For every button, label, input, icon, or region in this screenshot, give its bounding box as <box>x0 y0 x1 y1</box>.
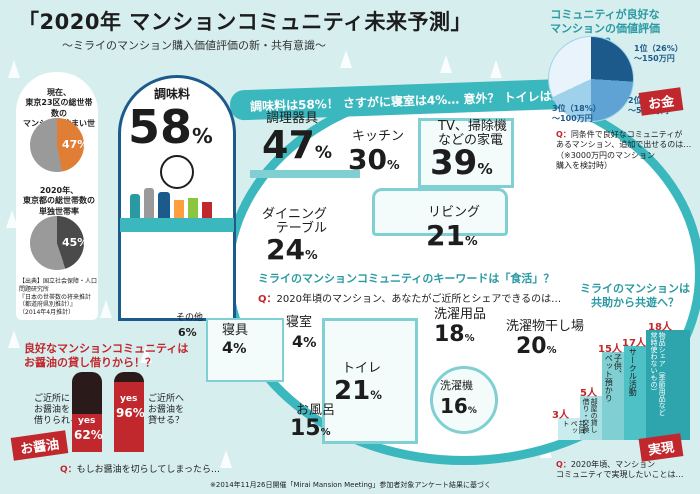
soy-title: 良好なマンションコミュニティは お醤油の貸し借りから！？ <box>24 342 189 369</box>
tree-icon <box>6 210 18 228</box>
step-text-4: サークル活動 <box>628 348 638 396</box>
sharing-title: ミライのマンションは 共助から共遊へ？ <box>580 282 690 309</box>
keyword-heading: ミライのマンションコミュニティのキーワードは「食活」？ <box>258 272 555 285</box>
bath-label: お風呂 <box>296 403 336 418</box>
left-stats-panel <box>16 72 98 320</box>
stair-2 <box>580 396 602 440</box>
kitchen-value: 30% <box>348 143 400 176</box>
kitchen-label: キッチン <box>352 129 405 144</box>
soy-footer: Q：もしお醤油を切らしてしまったら… <box>60 465 221 475</box>
tree-icon <box>340 50 352 68</box>
soy-bottle-1-fill <box>72 414 102 452</box>
tv-icon <box>418 118 514 188</box>
soy-badge: お醤油 <box>10 430 69 461</box>
soy-value-2: 96% <box>116 406 145 420</box>
realize-badge: 実現 <box>638 433 684 462</box>
value-rank-3: 3位（18%） 〜100万円 <box>552 104 601 123</box>
washer-icon <box>430 366 498 434</box>
other-value: 6% <box>178 326 197 339</box>
bedding-room <box>206 318 284 382</box>
step-text-1: 共同 ペット <box>562 420 587 434</box>
step-count-3: 15人 <box>598 344 622 355</box>
sofa-icon <box>372 188 508 236</box>
keyword-question: Q：2020年頃のマンション、あなたがご近所とシェアできるのは… <box>258 294 562 305</box>
dining-label: ダイニング テーブル <box>262 207 328 237</box>
soy-yes-1: yes <box>78 416 96 426</box>
washer-value: 16% <box>440 394 477 418</box>
toilet-label: トイレ <box>342 361 382 376</box>
mansion-rate-pie <box>30 118 84 172</box>
footnote: ※2014年11月26日開催「Mirai Mansion Meeting」参加者… <box>210 481 492 489</box>
tree-icon <box>8 60 20 78</box>
mansion-rate-value: 47% <box>62 138 89 151</box>
single-household-value: 45% <box>62 236 89 249</box>
source-note: 【出典】国立社会保障・人口問題研究所 『日本の世帯数の将来推計 （都道府県別推計… <box>19 278 98 317</box>
soy-question-1: ご近所に お醤油を 借りられる？ <box>34 394 89 426</box>
toilet-value: 21% <box>334 376 382 406</box>
soy-bottle-2-fill <box>114 382 144 452</box>
step-count-5: 18人 <box>648 322 672 333</box>
tree-icon <box>140 345 152 363</box>
tree-icon <box>100 300 112 318</box>
bedroom-value: 4% <box>292 332 317 351</box>
single-household-label: 2020年、 東京都の総世帯数の 単独世帯率 <box>23 186 95 216</box>
stair-1 <box>558 418 580 440</box>
cookware-value: 47% <box>262 123 333 167</box>
drying-value: 20% <box>516 334 557 359</box>
sharing-question: Q：2020年頃、マンション コミュニティで実現したいことは… <box>556 460 684 480</box>
other-label: その他 <box>176 313 204 323</box>
value-question: Q：同条件で良好なコミュニティが あるマンション、追加で出せるのは… （※300… <box>556 130 692 171</box>
step-count-2: 5人 <box>580 388 597 399</box>
living-label: リビング <box>428 205 481 220</box>
counter <box>120 218 234 232</box>
bottle-row <box>128 188 228 218</box>
step-text-3: 子供、 ペット預かり <box>604 354 623 402</box>
stair-5 <box>646 330 690 440</box>
dining-table <box>250 170 360 178</box>
person-head <box>160 155 194 189</box>
toilet-room <box>322 318 418 444</box>
seasoning-label: 調味料 <box>154 87 191 101</box>
stair-3 <box>602 352 624 440</box>
soy-question-2: ご近所へ お醤油を 貸せる？ <box>148 394 185 426</box>
bath-value: 15% <box>290 416 331 441</box>
laundry-goods-value: 18% <box>434 322 475 347</box>
dining-value: 24% <box>266 233 318 266</box>
tree-icon <box>490 60 502 78</box>
bedding-value: 4% <box>222 338 247 357</box>
page-subtitle: 〜ミライのマンション購入価値評価の新・共有意識〜 <box>62 39 326 52</box>
living-value: 21% <box>426 219 478 252</box>
drying-label: 洗濯物干し場 <box>506 319 585 334</box>
step-count-4: 17人 <box>622 338 646 349</box>
value-rank-1: 1位（26%） 〜150万円 <box>634 44 683 63</box>
washer-label: 洗濯機 <box>440 379 473 392</box>
cookware-label: 調理器具 <box>266 111 319 126</box>
tree-icon <box>220 450 232 468</box>
soy-yes-2: yes <box>120 394 138 404</box>
appliance-label: TV、掃除機 などの家電 <box>438 119 507 149</box>
laundry-goods-label: 洗濯用品 <box>434 307 487 322</box>
bedroom-label: 寝室 <box>286 315 313 330</box>
stair-4 <box>624 346 646 440</box>
single-household-pie <box>30 216 84 270</box>
bedding-label: 寝具 <box>222 323 249 338</box>
page-title: 「2020年 マンションコミュニティ未来予測」 <box>18 10 472 34</box>
tree-icon <box>440 55 452 73</box>
step-text-5: 物品シェア（季節用品など 常時使わないもの） <box>650 332 667 416</box>
tree-icon <box>8 330 20 348</box>
appliance-value: 39% <box>430 143 493 183</box>
soy-value-1: 62% <box>74 428 103 442</box>
step-text-2: 部屋の貸し 借り・交換 <box>582 398 599 433</box>
step-count-1: 3人 <box>552 410 569 421</box>
seasoning-value: 58% <box>128 100 213 154</box>
value-pie <box>548 36 634 122</box>
